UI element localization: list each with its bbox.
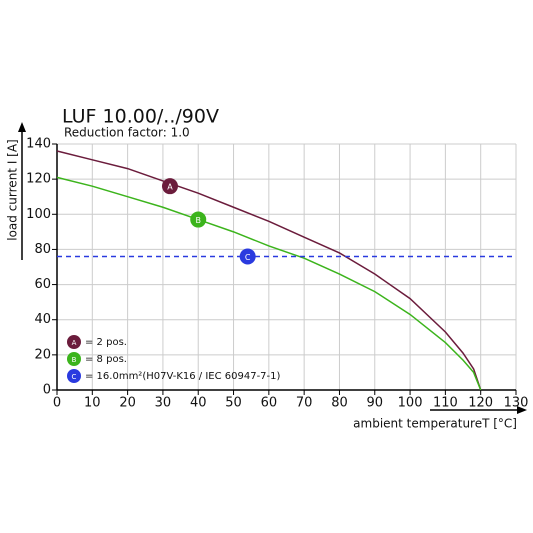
legend-marker-label: C <box>72 373 77 381</box>
marker-label: A <box>167 183 173 192</box>
legend-marker <box>67 369 81 383</box>
y-tick-label: 0 <box>43 383 51 398</box>
x-tick-label: 50 <box>225 396 242 411</box>
legend-marker-label: A <box>72 339 77 347</box>
legend-label: = 16.0mm²(H07V-K16 / IEC 60947-7-1) <box>85 371 281 382</box>
x-tick-label: 70 <box>296 396 313 411</box>
x-tick-label: 120 <box>468 396 493 411</box>
y-tick-label: 60 <box>34 277 51 292</box>
x-tick-label: 100 <box>398 396 423 411</box>
y-tick-label: 20 <box>34 347 51 362</box>
y-tick-label: 120 <box>26 172 51 187</box>
x-tick-label: 60 <box>261 396 278 411</box>
chart-subtitle: Reduction factor: 1.0 <box>64 126 190 140</box>
y-tick-label: 100 <box>26 207 51 222</box>
x-tick-label: 130 <box>504 396 529 411</box>
legend-marker <box>67 352 81 366</box>
series-marker <box>239 248 256 265</box>
legend-label: = 8 pos. <box>85 354 127 365</box>
x-tick-label: 0 <box>53 396 61 411</box>
legend-marker <box>67 335 81 349</box>
series-line <box>56 176 482 391</box>
y-arrow-head <box>18 122 26 132</box>
x-tick-label: 20 <box>119 396 136 411</box>
x-axis-label: ambient temperatureT [°C] <box>353 417 517 431</box>
y-tick-label: 80 <box>34 242 51 257</box>
legend-label: = 2 pos. <box>85 337 127 348</box>
chart-title: LUF 10.00/../90V <box>62 106 219 128</box>
x-arrow-head <box>517 406 527 414</box>
marker-label: B <box>195 216 201 225</box>
series-marker <box>161 178 178 195</box>
series-line <box>56 150 482 391</box>
y-tick-label: 140 <box>26 137 51 152</box>
x-tick-label: 80 <box>331 396 348 411</box>
y-tick-label: 40 <box>34 312 51 327</box>
x-tick-label: 90 <box>366 396 383 411</box>
legend-marker-label: B <box>72 356 77 364</box>
y-axis-label: load current I [A] <box>6 139 20 241</box>
x-tick-label: 30 <box>155 396 172 411</box>
x-tick-label: 110 <box>433 396 458 411</box>
marker-label: C <box>245 253 251 262</box>
x-tick-label: 40 <box>190 396 207 411</box>
series-marker <box>190 211 207 228</box>
x-tick-label: 10 <box>84 396 101 411</box>
